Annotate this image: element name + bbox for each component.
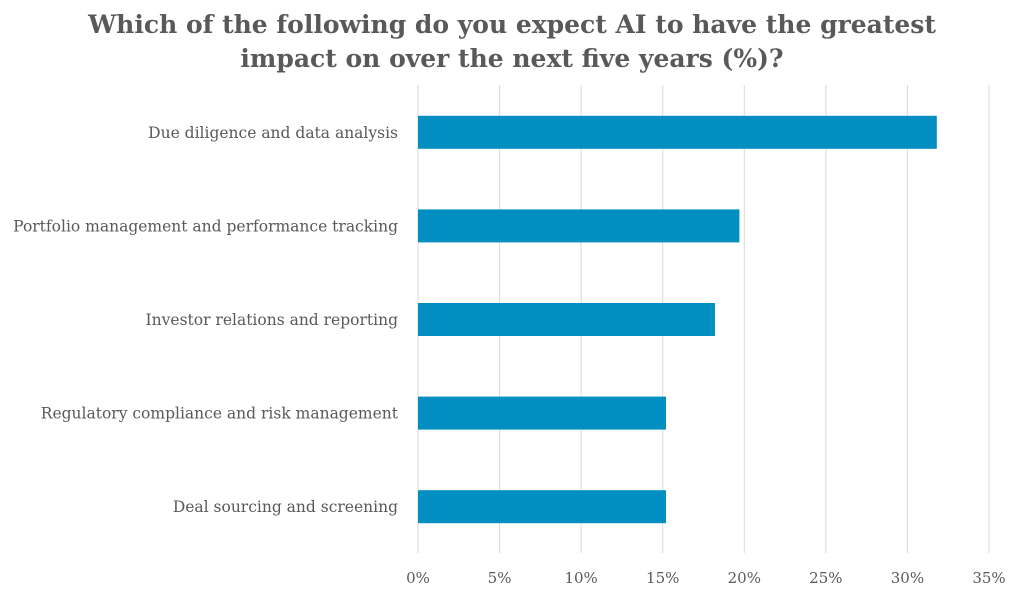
x-tick-label: 20% (728, 569, 761, 587)
chart-title-line-2: impact on over the next five years (%)? (240, 44, 784, 73)
category-label: Regulatory compliance and risk managemen… (41, 405, 399, 423)
chart-title-line-1: Which of the following do you expect AI … (88, 10, 936, 39)
category-label: Investor relations and reporting (146, 311, 399, 329)
x-tick-label: 0% (406, 569, 430, 587)
bar (418, 115, 937, 149)
category-labels: Due diligence and data analysis Portfolio… (13, 124, 399, 516)
x-tick-label: 15% (646, 569, 679, 587)
bar (418, 396, 666, 430)
x-tick-label: 5% (488, 569, 512, 587)
category-label: Due diligence and data analysis (148, 124, 398, 142)
x-tick-label: 10% (564, 569, 597, 587)
bar (418, 303, 715, 336)
bar (418, 490, 666, 524)
x-tick-label: 35% (972, 569, 1005, 587)
x-axis-tick-labels: 0% 5% 10% 15% 20% 25% 30% 35% (406, 569, 1006, 587)
x-tick-label: 30% (891, 569, 924, 587)
bars (418, 115, 937, 524)
chart-title: Which of the following do you expect AI … (0, 8, 1024, 76)
bar (418, 209, 740, 243)
category-label: Portfolio management and performance tra… (13, 217, 398, 235)
category-label: Deal sourcing and screening (173, 498, 398, 516)
x-tick-label: 25% (809, 569, 842, 587)
